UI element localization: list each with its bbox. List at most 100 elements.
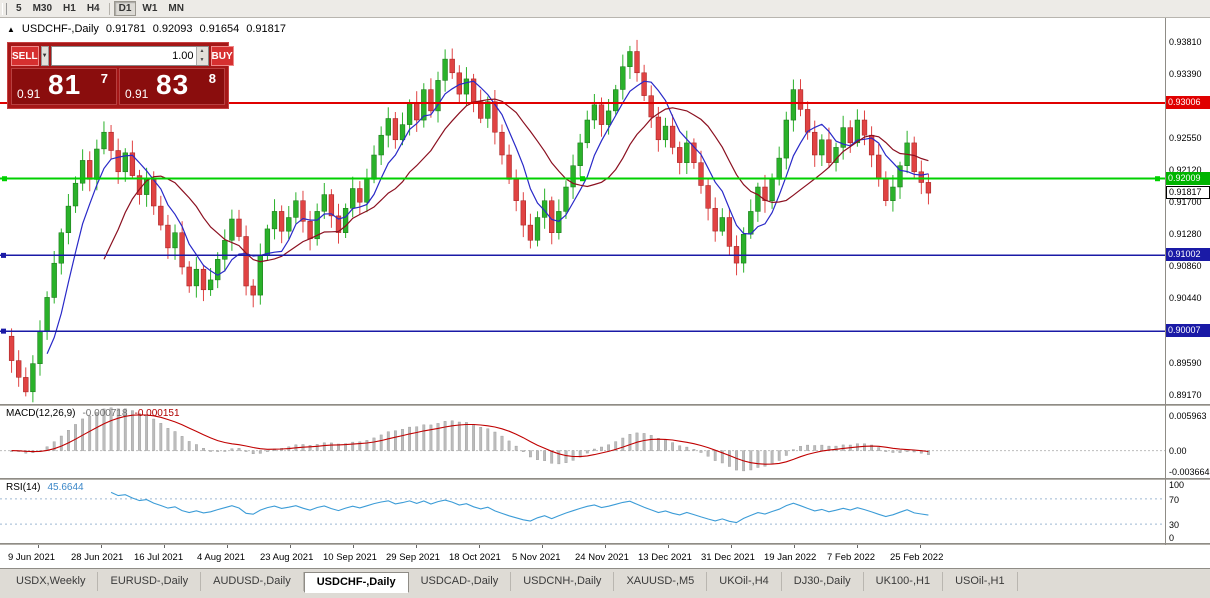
price-line-badge[interactable]: 0.92009 (1166, 171, 1210, 185)
tab-usoil-h1[interactable]: USOil-,H1 (943, 572, 1018, 591)
macd-bar (450, 420, 454, 451)
candle (421, 89, 427, 121)
sell-price-big-digits: 81 (48, 69, 82, 100)
axis-tick (101, 545, 102, 548)
candle (698, 162, 704, 186)
candle (492, 101, 498, 133)
price-line-badge[interactable]: 0.93006 (1166, 95, 1210, 109)
buy-button[interactable]: BUY (210, 46, 234, 66)
sell-button[interactable]: SELL (11, 46, 39, 66)
axis-tick (857, 545, 858, 548)
volume-down-icon[interactable]: ▼ (196, 56, 208, 65)
candle (456, 72, 462, 95)
line-handle[interactable] (1155, 176, 1160, 182)
buy-price-display[interactable]: 0.91 83 8 (119, 68, 225, 105)
date-label: 5 Nov 2021 (512, 552, 561, 563)
candle (293, 200, 299, 218)
volume-input[interactable] (51, 47, 196, 65)
ohlc-open: 0.91781 (105, 23, 146, 35)
macd-bar (500, 435, 504, 451)
collapse-arrow-icon[interactable]: ▲ (7, 24, 15, 34)
line-handle[interactable] (1, 328, 6, 334)
tab-xauusd-m5[interactable]: XAUUSD-,M5 (614, 572, 708, 591)
macd-header: MACD(12,26,9) -0.000718 -0.000151 (6, 408, 180, 419)
timeframe-m30-button[interactable]: M30 (28, 1, 57, 16)
main-chart-canvas[interactable] (0, 18, 1165, 404)
candle (129, 152, 136, 176)
tab-ukoil-h4[interactable]: UKOil-,H4 (707, 572, 782, 591)
axis-tick (227, 545, 228, 548)
tab-usdcnh-daily[interactable]: USDCNH-,Daily (511, 572, 615, 591)
price-line-badge[interactable]: 0.90007 (1166, 324, 1210, 338)
macd-bar (194, 444, 198, 451)
candle (769, 179, 775, 201)
panel-splitter[interactable] (0, 543, 1210, 545)
price-line-badge[interactable]: 0.91002 (1166, 248, 1210, 262)
macd-canvas[interactable] (0, 406, 1165, 478)
macd-bar (756, 450, 760, 468)
candle (740, 233, 747, 264)
macd-bar (784, 450, 788, 456)
ma-fast-line (46, 80, 929, 355)
macd-bar (159, 423, 163, 451)
timeframe-m5-button[interactable]: 5 (11, 1, 27, 16)
buy-price-prefix: 0.91 (125, 87, 149, 101)
tab-dj30-daily[interactable]: DJ30-,Daily (782, 572, 864, 591)
macd-bar (358, 441, 362, 451)
candle (158, 205, 164, 226)
candle (776, 157, 782, 180)
candle (428, 89, 434, 112)
axis-tick (353, 545, 354, 548)
timeframe-mn-button[interactable]: MN (163, 1, 189, 16)
time-axis[interactable]: 9 Jun 2021 28 Jun 2021 16 Jul 2021 4 Aug 20… (0, 545, 1210, 568)
axis-tick (164, 545, 165, 548)
tab-audusd-daily[interactable]: AUDUSD-,Daily (201, 572, 304, 591)
line-handle[interactable] (580, 176, 585, 182)
sell-price-display[interactable]: 0.91 81 7 (11, 68, 117, 105)
toolbar-grip[interactable] (2, 2, 7, 15)
timeframe-h4-button[interactable]: H4 (82, 1, 105, 16)
candle (840, 127, 846, 148)
macd-bar (152, 418, 156, 451)
line-handle[interactable] (2, 176, 7, 182)
rsi-panel[interactable]: RSI(14) 45.6644 (0, 480, 1165, 543)
panel-splitter[interactable] (0, 478, 1210, 480)
price-chart-panel[interactable]: ▲ USDCHF-,Daily 0.91781 0.92093 0.91654 … (0, 18, 1165, 404)
candle (271, 211, 278, 230)
rsi-canvas[interactable] (0, 480, 1165, 543)
volume-spinner: ▲ ▼ (195, 47, 208, 65)
volume-dropdown-button[interactable]: ▼ (40, 46, 49, 66)
volume-up-icon[interactable]: ▲ (196, 47, 208, 56)
macd-bar (145, 415, 148, 451)
price-axis-label: 0.91700 (1169, 197, 1202, 208)
tab-usdchf-daily[interactable]: USDCHF-,Daily (303, 572, 409, 593)
timeframe-d1-button[interactable]: D1 (113, 1, 137, 16)
tab-usdcad-daily[interactable]: USDCAD-,Daily (409, 572, 512, 591)
macd-bar (514, 445, 518, 451)
macd-bar (386, 431, 390, 451)
macd-bar (571, 450, 575, 461)
line-handle[interactable] (1, 252, 6, 258)
macd-bar (521, 450, 525, 452)
tab-usdx-weekly[interactable]: USDX,Weekly (4, 572, 99, 591)
tab-uk100-h1[interactable]: UK100-,H1 (864, 572, 944, 591)
macd-bar (699, 450, 703, 453)
panel-splitter[interactable] (0, 404, 1210, 406)
ohlc-high: 0.92093 (152, 23, 193, 35)
candle (385, 118, 391, 136)
macd-bar (820, 444, 824, 451)
timeframe-w1-button[interactable]: W1 (137, 1, 162, 16)
candle (513, 179, 519, 201)
macd-bar (912, 450, 916, 453)
timeframe-h1-button[interactable]: H1 (58, 1, 81, 16)
macd-panel[interactable]: MACD(12,26,9) -0.000718 -0.000151 (0, 406, 1165, 478)
macd-bar (735, 450, 738, 471)
buy-price-pip: 8 (208, 71, 216, 86)
macd-bar (422, 424, 426, 451)
macd-axis-label: 0.00 (1169, 445, 1187, 456)
tab-eurusd-daily[interactable]: EURUSD-,Daily (98, 572, 202, 591)
candle (179, 232, 185, 268)
buy-price-big-digits: 83 (156, 69, 190, 100)
candle (534, 217, 541, 241)
